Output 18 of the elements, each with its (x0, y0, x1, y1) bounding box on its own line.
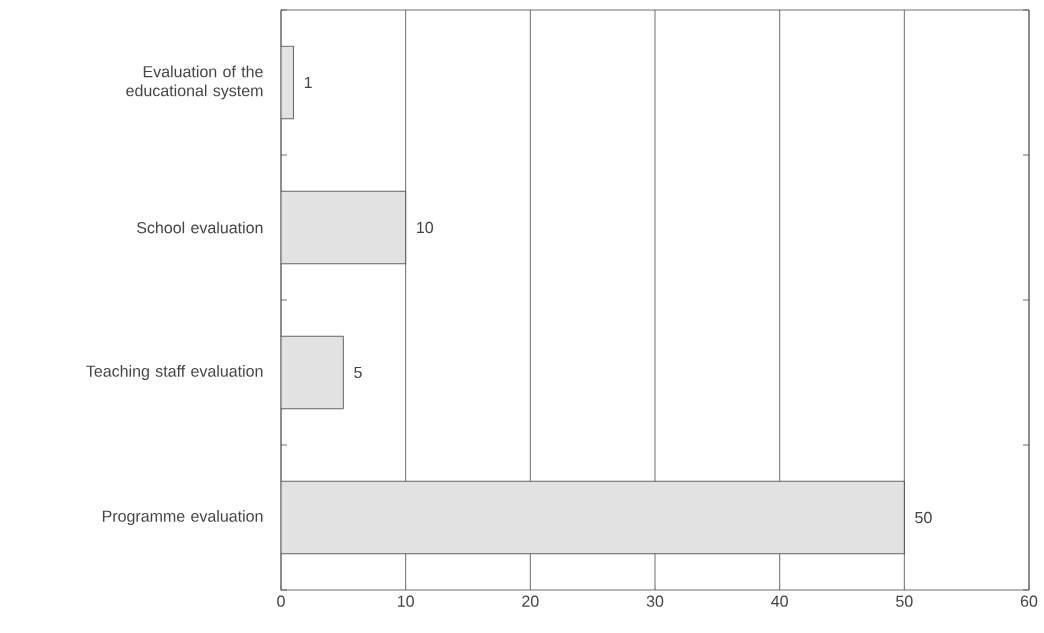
y-tick-label: Teaching staff evaluation (86, 365, 263, 380)
data-label: 50 (915, 511, 932, 524)
x-tick-label: 50 (896, 595, 913, 607)
data-label: 10 (417, 221, 434, 234)
x-tick-label: 0 (277, 595, 285, 607)
x-tick-label: 10 (397, 595, 414, 607)
data-label: 5 (354, 366, 362, 379)
y-tick-label: Evaluation of the educational system (126, 65, 263, 100)
bar (281, 335, 344, 410)
bar (281, 190, 407, 265)
x-tick-label: 30 (646, 595, 664, 607)
y-tick-label: School evaluation (136, 221, 263, 234)
x-tick-label: 20 (522, 595, 539, 607)
x-tick-label: 40 (771, 595, 788, 607)
data-label: 1 (304, 77, 312, 89)
bar (281, 480, 905, 555)
x-tick-label: 60 (1020, 595, 1038, 607)
y-tick-label: Programme evaluation (102, 510, 263, 525)
